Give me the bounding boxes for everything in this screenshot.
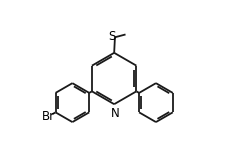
Text: S: S	[108, 30, 115, 43]
Text: N: N	[111, 107, 119, 120]
Text: Br: Br	[41, 110, 55, 123]
